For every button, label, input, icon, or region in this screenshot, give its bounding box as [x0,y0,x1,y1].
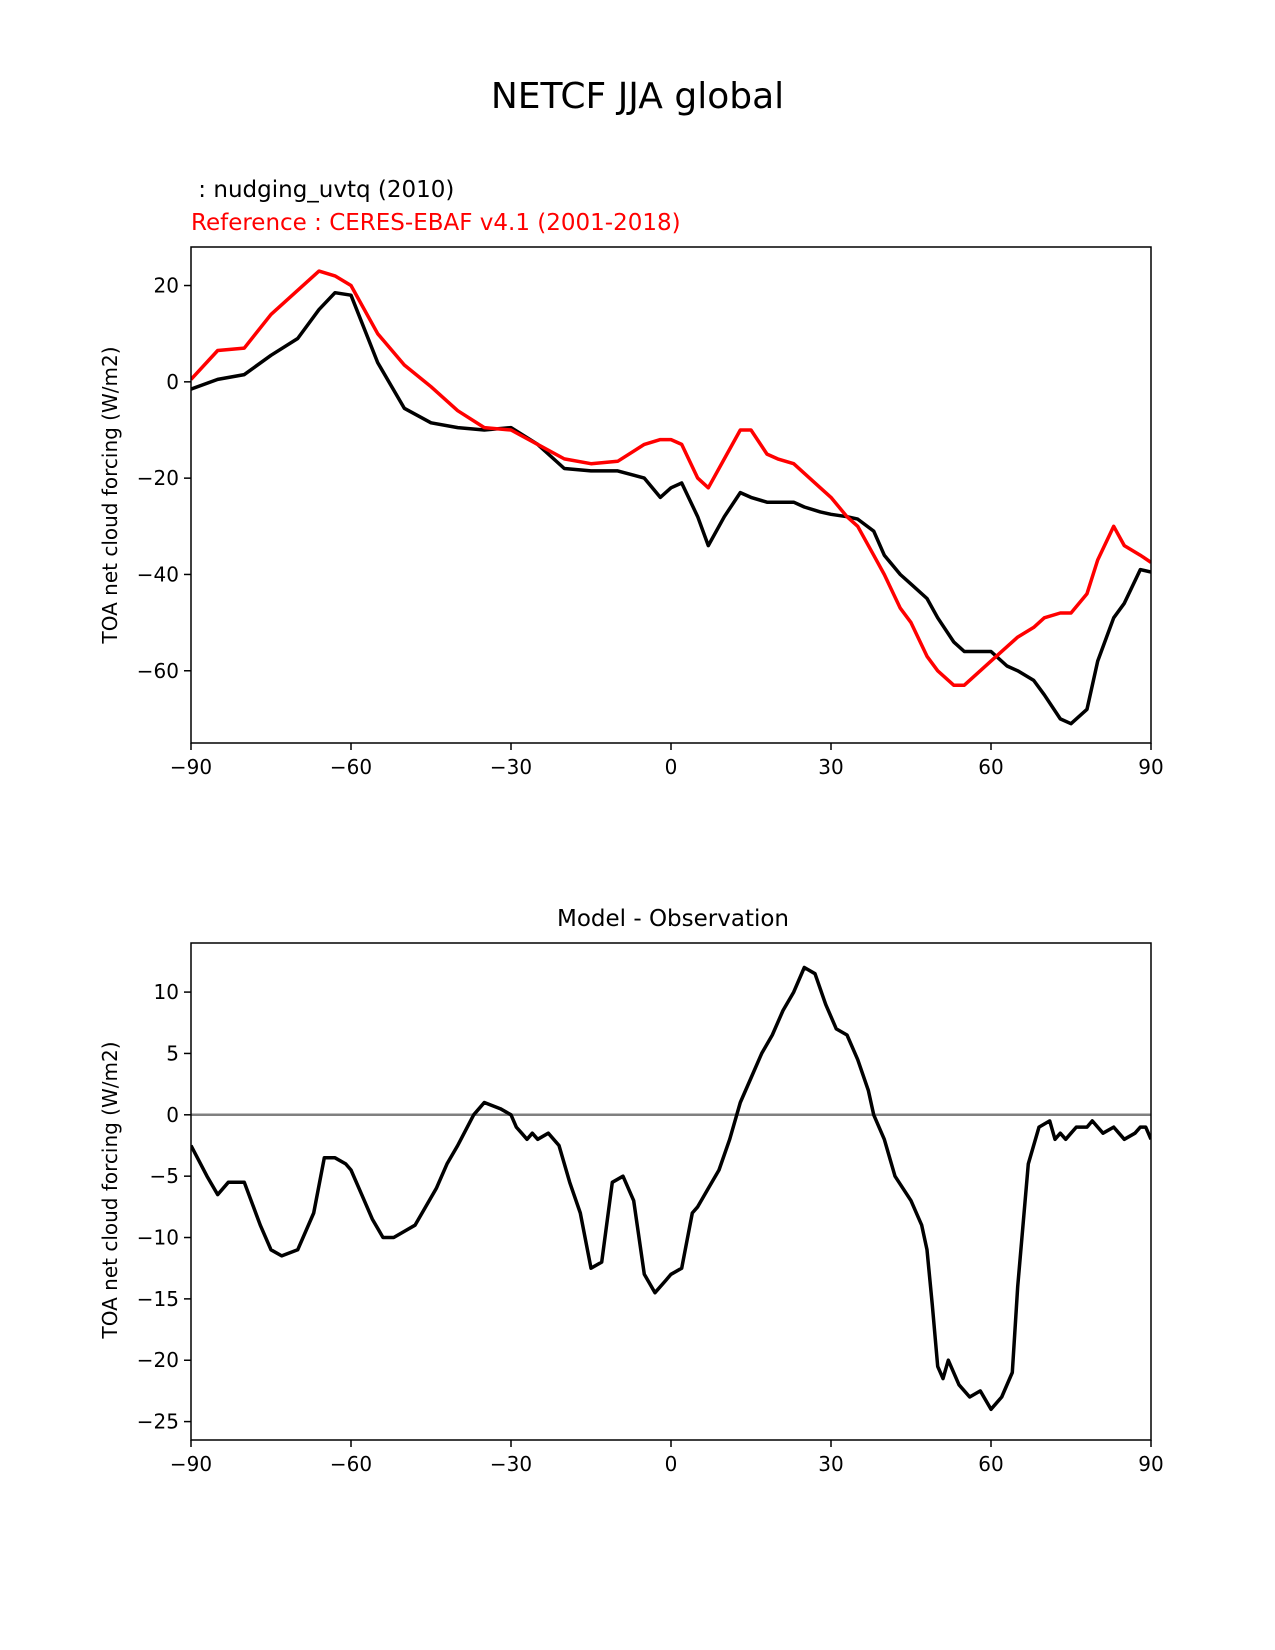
reference-subtitle: Reference : CERES-EBAF v4.1 (2001-2018) [191,210,681,236]
series-line-0 [191,965,1151,1412]
x-tick-label: −60 [330,1452,372,1476]
figure-title: NETCF JJA global [491,76,784,117]
series-line-0 [191,290,1151,726]
bottom-plot-area: −90 −60 −30 0 30 60 90 10 5 0 −5 −10 −15 −20 −25 [137,942,1164,1476]
x-tick-label: 90 [1138,755,1163,779]
y-tick-label: 5 [166,1041,179,1065]
x-tick-label: −60 [330,755,372,779]
bottom-title: Model - Observation [557,906,789,932]
top-plot-area: −90 −60 −30 0 30 60 90 20 0 −20 −40 −60 [137,246,1164,779]
y-tick-label: 20 [154,274,179,298]
model-subtitle: : nudging_uvtq (2010) [191,177,454,203]
y-tick-label: 10 [154,980,179,1004]
bottom-y-axis-label: TOA net cloud forcing (W/m2) [98,1041,122,1339]
top-y-axis-label: TOA net cloud forcing (W/m2) [98,346,122,644]
x-tick-label: 30 [818,755,843,779]
x-tick-label: 0 [665,1452,678,1476]
y-tick-label: −40 [137,562,179,586]
y-tick-label: −20 [137,466,179,490]
x-tick-label: −90 [170,1452,212,1476]
series-line-1 [191,269,1151,687]
x-tick-label: −30 [490,755,532,779]
y-tick-label: −10 [137,1226,179,1250]
x-tick-label: 0 [665,755,678,779]
x-tick-label: −90 [170,755,212,779]
y-tick-label: 0 [166,370,179,394]
y-tick-label: 0 [166,1103,179,1127]
top-panel: : nudging_uvtq (2010) Reference : CERES-… [98,177,1164,779]
y-tick-label: −5 [150,1164,179,1188]
x-tick-label: 60 [978,755,1003,779]
bottom-panel: Model - Observation TOA net cloud forcin… [98,906,1164,1476]
y-tick-label: −25 [137,1410,179,1434]
x-tick-label: −30 [490,1452,532,1476]
x-tick-label: 60 [978,1452,1003,1476]
x-tick-label: 30 [818,1452,843,1476]
y-tick-label: −60 [137,659,179,683]
y-tick-label: −15 [137,1287,179,1311]
y-tick-label: −20 [137,1348,179,1372]
x-tick-label: 90 [1138,1452,1163,1476]
